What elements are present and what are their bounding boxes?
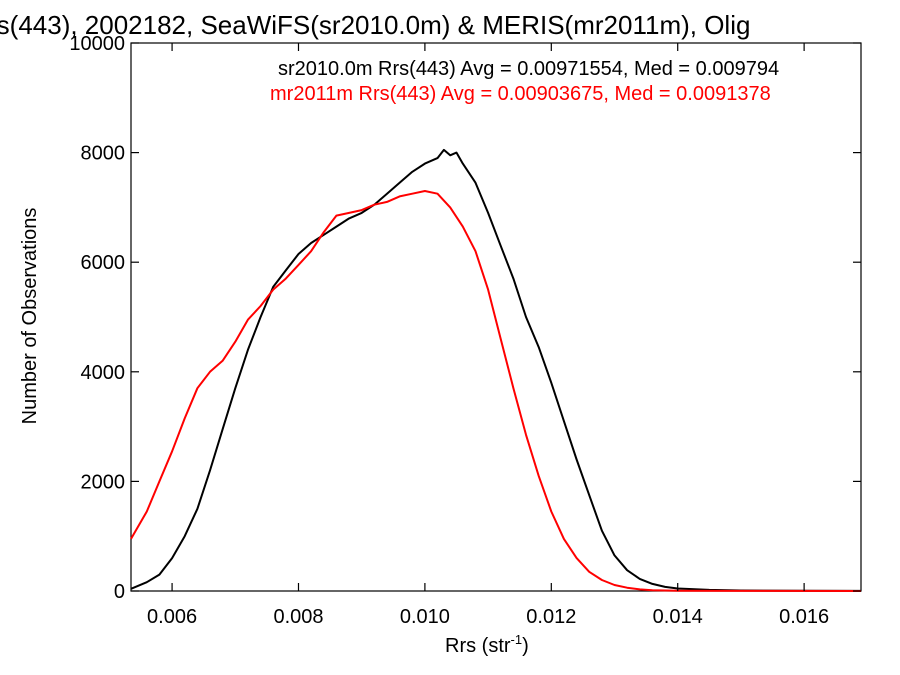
x-tick-label-0: 0.006 (147, 606, 197, 628)
x-axis-label: Rrs (str-1) (445, 632, 529, 657)
stats-annotation-seawifs: sr2010.0m Rrs(443) Avg = 0.00971554, Med… (278, 58, 779, 80)
x-tick-label-5: 0.016 (779, 606, 829, 628)
y-tick-label-0: 0 (114, 581, 125, 603)
y-tick-label-3: 6000 (81, 252, 126, 274)
x-tick-label-2: 0.010 (400, 606, 450, 628)
x-tick-label-1: 0.008 (273, 606, 323, 628)
series-line-seawifs (130, 148, 862, 592)
tick-layer: 0.006 0.008 0.010 0.012 0.014 0.016 0 2000 4000 6… (69, 33, 861, 628)
series-line-meris (130, 190, 862, 592)
y-tick-label-4: 8000 (81, 143, 126, 165)
x-tick-label-3: 0.012 (526, 606, 576, 628)
x-axis-label-close: ) (522, 635, 529, 657)
y-axis-label: Number of Observations (19, 208, 41, 425)
series-layer (130, 148, 862, 592)
plot-area (130, 42, 862, 592)
x-tick-label-4: 0.014 (653, 606, 703, 628)
y-tick-label-5: 10000 (69, 33, 125, 55)
plot-frame (130, 42, 862, 592)
y-tick-label-2: 4000 (81, 362, 126, 384)
stats-annotation-meris: mr2011m Rrs(443) Avg = 0.00903675, Med =… (270, 83, 771, 105)
chart-title: rs(443), 2002182, SeaWiFS(sr2010.0m) & M… (0, 10, 750, 40)
y-tick-label-1: 2000 (81, 471, 126, 493)
x-axis-label-main: Rrs (str (445, 635, 511, 657)
x-axis-label-exponent: -1 (511, 632, 523, 647)
